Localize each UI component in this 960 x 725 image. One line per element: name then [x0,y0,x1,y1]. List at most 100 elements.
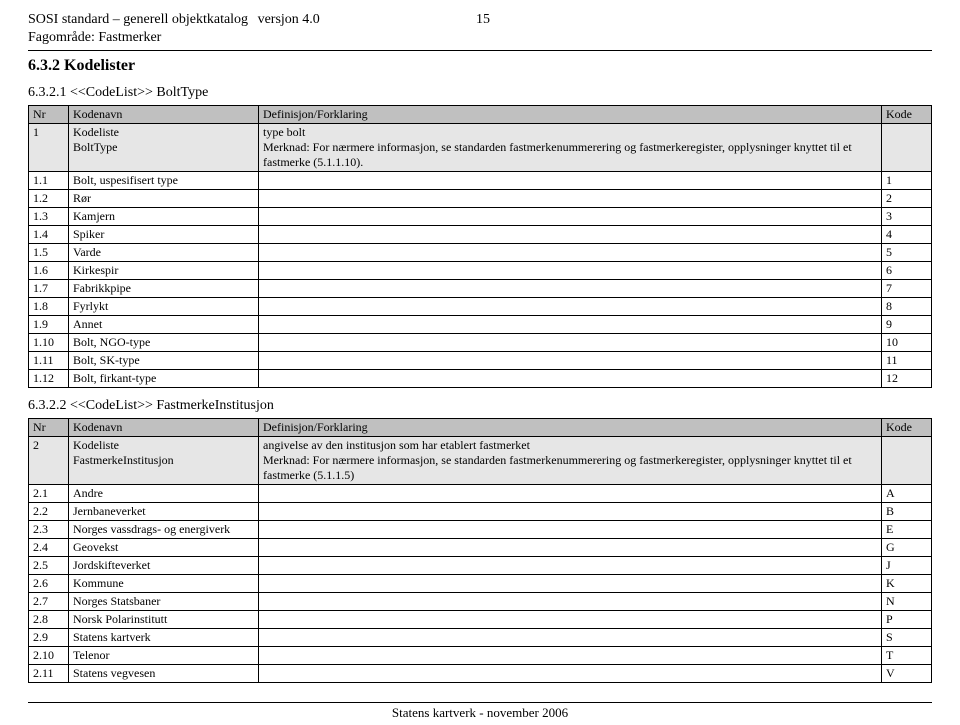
cell-name: Spiker [69,226,259,244]
cell-def [259,503,882,521]
table-row: 1.9Annet 9 [29,316,932,334]
cell-kode: G [882,539,932,557]
table-row: 2.2JernbaneverketB [29,503,932,521]
cell-kode: B [882,503,932,521]
cell-kode: S [882,629,932,647]
cell-kode [882,124,932,172]
cell-name: Norsk Polarinstitutt [69,611,259,629]
table-row: 1.12Bolt, firkant-type12 [29,370,932,388]
table-row: 2.8Norsk PolarinstituttP [29,611,932,629]
cell-kode: T [882,647,932,665]
table-row: 1.10Bolt, NGO-type10 [29,334,932,352]
cell-name: Geovekst [69,539,259,557]
cell-nr: 2.10 [29,647,69,665]
table-row: 2.4GeovekstG [29,539,932,557]
cell-kode: J [882,557,932,575]
cell-nr: 1.10 [29,334,69,352]
codelist-table-fastmerkeinstitusjon: Nr Kodenavn Definisjon/Forklaring Kode 2… [28,418,932,683]
cell-nr: 2.1 [29,485,69,503]
cell-def-a: angivelse av den institusjon som har eta… [263,438,530,452]
col-header-nr: Nr [29,419,69,437]
cell-kode: N [882,593,932,611]
table-row: 2.10TelenorT [29,647,932,665]
codelist-heading-bolttype: 6.3.2.1 <<CodeList>> BoltType [28,85,932,101]
cell-def [259,208,882,226]
cell-name: Varde [69,244,259,262]
cell-nr: 2.6 [29,575,69,593]
col-header-nr: Nr [29,106,69,124]
cell-kode: 10 [882,334,932,352]
footer-text: Statens kartverk - november 2006 [28,705,932,721]
cell-def [259,316,882,334]
cell-kode: 5 [882,244,932,262]
cell-nr: 1.8 [29,298,69,316]
cell-name: Statens vegvesen [69,665,259,683]
cell-kode [882,437,932,485]
cell-name: Jernbaneverket [69,503,259,521]
cell-nr: 2.3 [29,521,69,539]
header-line2: Fagområde: Fastmerker [28,30,932,46]
col-header-name: Kodenavn [69,419,259,437]
cell-name: Norges Statsbaner [69,593,259,611]
table-row: 2.6Kommune K [29,575,932,593]
table-row: 1 Kodeliste BoltType type bolt Merknad: … [29,124,932,172]
cell-kode: 9 [882,316,932,334]
cell-nr: 1.3 [29,208,69,226]
table-row: 1.11Bolt, SK-type11 [29,352,932,370]
cell-def [259,370,882,388]
cell-name: Jordskifteverket [69,557,259,575]
cell-def-b: Merknad: For nærmere informasjon, se sta… [263,453,852,482]
header-rule [28,50,932,51]
table-header-row: Nr Kodenavn Definisjon/Forklaring Kode [29,419,932,437]
cell-kode: 3 [882,208,932,226]
cell-name-b: FastmerkeInstitusjon [73,453,174,467]
col-header-def: Definisjon/Forklaring [259,106,882,124]
cell-name: Fyrlykt [69,298,259,316]
cell-nr: 1.12 [29,370,69,388]
cell-nr: 1.9 [29,316,69,334]
cell-name: Bolt, SK-type [69,352,259,370]
cell-name: Bolt, firkant-type [69,370,259,388]
cell-nr: 1.6 [29,262,69,280]
cell-name: Kamjern [69,208,259,226]
codelist-heading-fastmerkeinstitusjon: 6.3.2.2 <<CodeList>> FastmerkeInstitusjo… [28,398,932,414]
table-row: 1.8Fyrlykt 8 [29,298,932,316]
cell-nr: 2.8 [29,611,69,629]
cell-def: type bolt Merknad: For nærmere informasj… [259,124,882,172]
table-row: 2.7Norges StatsbanerN [29,593,932,611]
table-row: 1.5Varde 5 [29,244,932,262]
codelist-table-bolttype: Nr Kodenavn Definisjon/Forklaring Kode 1… [28,105,932,388]
cell-name: Kommune [69,575,259,593]
table-row: 1.7Fabrikkpipe7 [29,280,932,298]
table-row: 1.6Kirkespir6 [29,262,932,280]
cell-kode: 8 [882,298,932,316]
col-header-name: Kodenavn [69,106,259,124]
cell-kode: 11 [882,352,932,370]
cell-name: Statens kartverk [69,629,259,647]
cell-name-a: Kodeliste [73,438,119,452]
cell-def [259,647,882,665]
cell-nr: 1.5 [29,244,69,262]
cell-nr: 1.2 [29,190,69,208]
section-heading-main: 6.3.2 Kodelister [28,57,932,75]
cell-def: angivelse av den institusjon som har eta… [259,437,882,485]
cell-kode: E [882,521,932,539]
cell-def [259,226,882,244]
cell-def [259,629,882,647]
cell-kode: 7 [882,280,932,298]
cell-name: Kodeliste FastmerkeInstitusjon [69,437,259,485]
cell-name: Annet [69,316,259,334]
cell-name: Andre [69,485,259,503]
header-title: SOSI standard – generell objektkatalog [28,12,248,27]
table-row: 1.3Kamjern 3 [29,208,932,226]
col-header-def: Definisjon/Forklaring [259,419,882,437]
cell-nr: 1.1 [29,172,69,190]
cell-name: Bolt, uspesifisert type [69,172,259,190]
cell-def [259,280,882,298]
cell-def [259,521,882,539]
cell-kode: V [882,665,932,683]
page: SOSI standard – generell objektkatalog v… [0,0,960,725]
cell-def [259,485,882,503]
cell-kode: K [882,575,932,593]
cell-name: Fabrikkpipe [69,280,259,298]
